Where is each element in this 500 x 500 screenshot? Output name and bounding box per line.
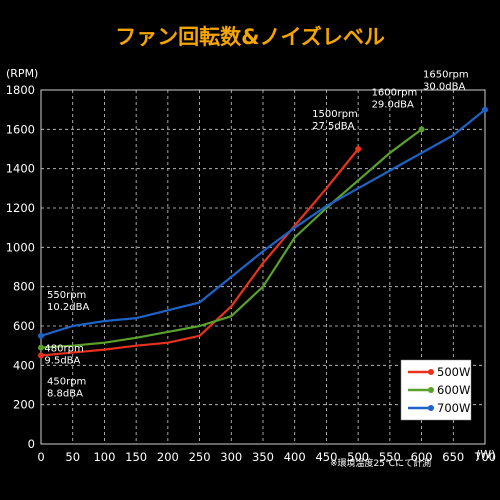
grid xyxy=(41,90,485,444)
annotation-label: 9.5dBA xyxy=(44,356,80,367)
y-tick-label: 800 xyxy=(13,280,35,294)
y-tick-label: 200 xyxy=(13,398,35,412)
annotation-label: 1600rpm xyxy=(372,87,418,98)
data-point-500w xyxy=(38,352,44,359)
y-tick-label: 0 xyxy=(28,437,35,451)
legend-marker-700w xyxy=(428,405,434,411)
legend-marker-500w xyxy=(428,369,434,375)
x-tick-label: 500 xyxy=(347,450,369,464)
chart-title: ファン回転数&ノイズレベル xyxy=(115,25,385,49)
x-tick-label: 350 xyxy=(252,450,274,464)
x-tick-label: 650 xyxy=(442,450,464,464)
y-tick-label: 400 xyxy=(13,358,35,372)
x-tick-label: 50 xyxy=(65,450,80,464)
annotation-label: 29.0dBA xyxy=(372,99,414,110)
x-tick-labels: 0 50 100 150 200 250 300 350 400 450 500 550 600 650 7… xyxy=(37,450,496,464)
x-tick-label: 150 xyxy=(125,450,147,464)
y-tick-label: 1600 xyxy=(6,122,35,136)
annotation-label: 1500rpm xyxy=(312,109,358,120)
data-point-600w xyxy=(418,126,425,133)
y-tick-labels: 0 200 400 600 800 1000 1200 1400 1600 1800 xyxy=(6,83,35,451)
x-tick-label: 200 xyxy=(157,450,179,464)
series-lines xyxy=(38,106,488,359)
legend-label-500w: 500W xyxy=(437,365,470,379)
y-tick-label: 1200 xyxy=(6,201,35,215)
data-point-700w xyxy=(482,106,488,113)
y-axis-label: (RPM) xyxy=(6,67,38,80)
x-tick-label: 700 xyxy=(474,450,496,464)
annotation-label: 1650rpm xyxy=(423,70,469,81)
annotation-label: 8.8dBA xyxy=(47,389,83,400)
annotation-label: 550rpm xyxy=(47,290,86,301)
y-tick-label: 600 xyxy=(13,319,35,333)
data-point-700w xyxy=(38,332,44,339)
x-tick-label: 250 xyxy=(189,450,211,464)
legend-label-600w: 600W xyxy=(437,383,470,397)
y-tick-label: 1400 xyxy=(6,162,35,176)
annotation-label: 30.0dBA xyxy=(423,82,465,93)
legend-label-700w: 700W xyxy=(437,401,470,415)
annotation-label: 480rpm xyxy=(44,344,83,355)
annotation-label: 10.2dBA xyxy=(47,302,89,313)
x-tick-label: 450 xyxy=(315,450,337,464)
legend-marker-600w xyxy=(428,387,434,393)
data-point-600w xyxy=(38,344,44,351)
y-tick-label: 1000 xyxy=(6,240,35,254)
x-axis-label: (W) xyxy=(476,448,495,461)
legend: 500W 600W 700W xyxy=(400,359,472,421)
series-line-700w xyxy=(40,108,486,337)
series-line-500w xyxy=(40,148,359,357)
x-tick-label: 100 xyxy=(93,450,115,464)
annotation-label: 450rpm xyxy=(47,377,86,388)
plot-frame xyxy=(40,89,486,445)
x-tick-label: 550 xyxy=(379,450,401,464)
x-tick-label: 600 xyxy=(411,450,433,464)
data-point-500w xyxy=(355,146,362,152)
series-line-600w xyxy=(40,128,423,349)
x-tick-label: 400 xyxy=(284,450,306,464)
annotation-label: 27.5dBA xyxy=(312,121,354,132)
measurement-note: ※環境温度25℃にて計測 xyxy=(330,457,431,469)
x-tick-label: 300 xyxy=(220,450,242,464)
y-tick-label: 1800 xyxy=(6,83,35,97)
x-tick-label: 0 xyxy=(37,450,44,464)
